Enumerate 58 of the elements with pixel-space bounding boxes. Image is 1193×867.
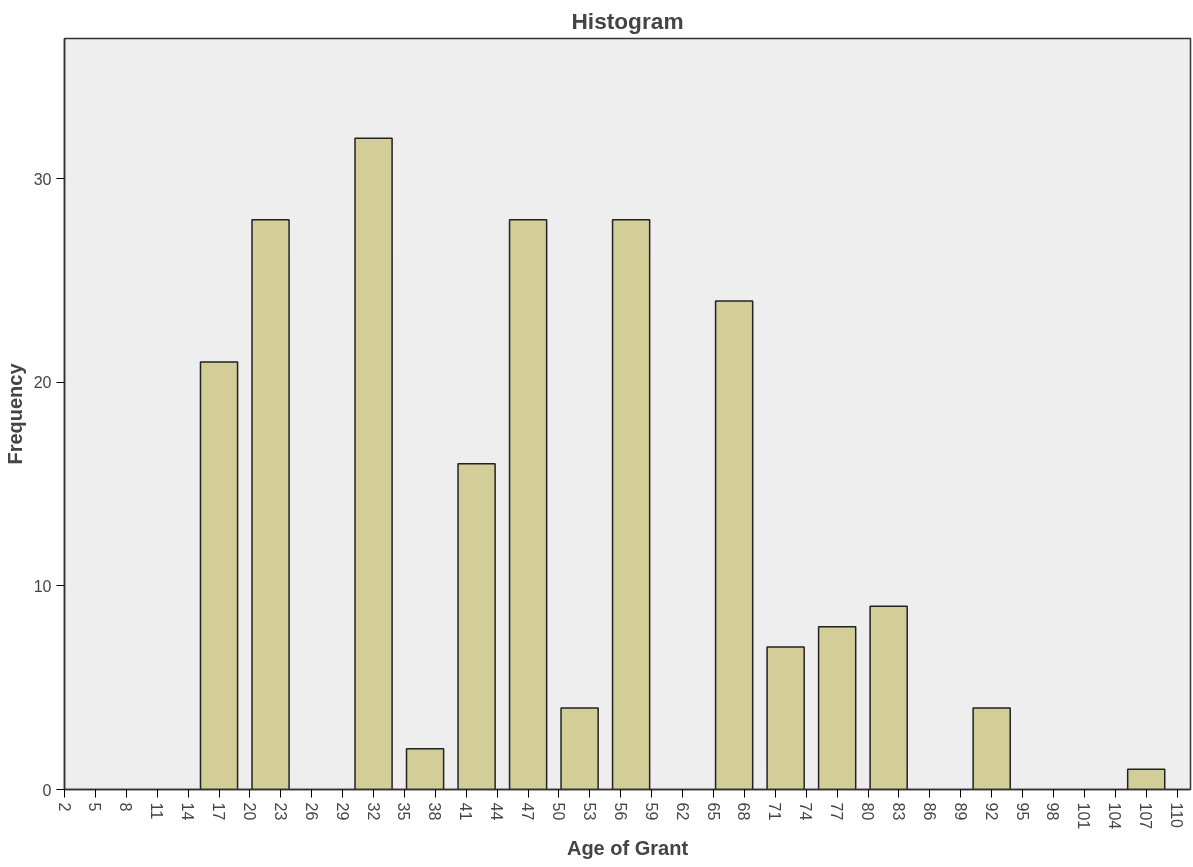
- bar: [972, 707, 1011, 790]
- x-tick-label: 35: [395, 802, 413, 821]
- y-tick-label: 30: [33, 170, 52, 188]
- y-axis-title: Frequency: [3, 362, 26, 465]
- bar: [354, 137, 393, 790]
- x-tick-label: 86: [920, 802, 938, 821]
- x-tick-label: 17: [210, 802, 228, 821]
- bar: [405, 748, 445, 790]
- x-tick-label: 80: [859, 802, 877, 821]
- x-tick-label: 71: [766, 802, 784, 821]
- x-tick-label: 41: [457, 802, 475, 821]
- x-tick-label: 95: [1013, 802, 1031, 821]
- x-tick-label: 2: [55, 802, 73, 812]
- x-tick-label: 65: [704, 802, 722, 821]
- x-tick-label: 38: [426, 802, 444, 821]
- bar: [1126, 768, 1166, 790]
- bar: [817, 625, 857, 790]
- bar: [199, 361, 239, 790]
- bar: [251, 218, 290, 790]
- x-tick-label: 5: [86, 802, 104, 812]
- x-tick-label: 98: [1044, 802, 1062, 821]
- chart-title: Histogram: [571, 7, 684, 34]
- y-tick-label: 0: [42, 781, 52, 799]
- x-tick-label: 26: [302, 802, 320, 821]
- x-tick-label: 62: [673, 802, 691, 821]
- x-tick-label: 44: [488, 802, 506, 821]
- x-tick-label: 59: [642, 802, 660, 821]
- x-tick-label: 32: [364, 802, 382, 821]
- x-tick-label: 89: [951, 802, 969, 821]
- x-tick-label: 107: [1137, 802, 1155, 830]
- x-tick-label: 8: [117, 802, 135, 812]
- y-tick-label: 20: [33, 374, 52, 392]
- x-tick-label: 104: [1106, 802, 1124, 830]
- x-tick-label: 47: [519, 802, 537, 821]
- x-tick-label: 29: [333, 802, 351, 821]
- bar: [457, 463, 496, 790]
- x-tick-label: 23: [271, 802, 289, 821]
- x-tick-label: 77: [828, 802, 846, 821]
- x-tick-label: 14: [179, 802, 197, 821]
- x-tick-label: 53: [580, 802, 598, 821]
- x-tick-label: 83: [889, 802, 907, 821]
- x-tick-label: 20: [240, 802, 258, 821]
- x-tick-label: 11: [148, 802, 166, 820]
- bar: [611, 218, 651, 790]
- x-tick-label: 74: [797, 802, 815, 821]
- y-tick-label: 10: [33, 577, 52, 595]
- bar: [508, 218, 548, 790]
- x-tick-label: 50: [549, 802, 567, 821]
- bar: [560, 707, 599, 790]
- x-tick-label: 110: [1168, 802, 1186, 829]
- bar: [714, 300, 754, 790]
- x-tick-label: 101: [1075, 802, 1093, 830]
- x-tick-label: 68: [735, 802, 753, 821]
- x-axis-title: Age of Grant: [566, 837, 689, 860]
- bar: [869, 605, 908, 790]
- bar: [766, 646, 805, 790]
- x-tick-label: 92: [982, 802, 1000, 821]
- x-tick-label: 56: [611, 802, 629, 821]
